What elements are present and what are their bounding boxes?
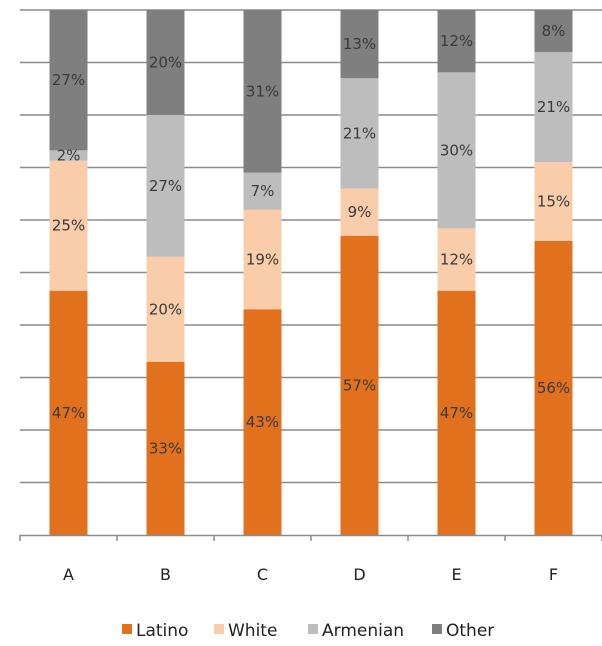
bar-segment-white-a xyxy=(49,160,88,291)
bar-segment-armenian-d xyxy=(340,78,379,189)
bar-segment-latino-d xyxy=(340,235,379,535)
x-axis: A B C D E F xyxy=(19,534,602,584)
data-label: 57% xyxy=(343,376,376,394)
bar-segment-white-c xyxy=(243,209,282,310)
legend-label-white: White xyxy=(228,621,277,641)
bar-segment-latino-a xyxy=(49,290,88,535)
x-tick-label: C xyxy=(257,565,268,584)
data-label: 19% xyxy=(246,250,279,268)
bar-segment-white-f xyxy=(534,162,573,241)
bar-segment-other-c xyxy=(243,10,282,173)
bar-segment-armenian-e xyxy=(437,72,476,229)
data-label: 33% xyxy=(149,439,182,457)
data-label: 13% xyxy=(343,35,376,53)
data-label: 20% xyxy=(149,300,182,318)
data-label: 12% xyxy=(440,251,473,269)
bar-segment-white-d xyxy=(340,188,379,236)
data-label: 15% xyxy=(537,193,570,211)
segment-labels: 47% 25% 2% 27% 33% 20% 27% 20% 43% 19% 7% 31% 57% 9% 2… xyxy=(52,22,570,457)
data-label: 7% xyxy=(251,182,275,200)
legend-swatch-latino xyxy=(122,624,132,634)
x-tick-label: B xyxy=(160,565,171,584)
data-label: 8% xyxy=(542,22,566,40)
data-label: 21% xyxy=(537,98,570,116)
bar-segment-armenian-b xyxy=(146,115,185,257)
x-tick-label: F xyxy=(549,565,558,584)
data-label: 27% xyxy=(52,71,85,89)
legend: Latino White Armenian Other xyxy=(122,621,494,641)
data-label: 9% xyxy=(348,203,372,221)
data-label: 12% xyxy=(440,32,473,50)
bar-segment-latino-e xyxy=(437,290,476,535)
legend-label-armenian: Armenian xyxy=(322,621,404,641)
data-label: 30% xyxy=(440,141,473,159)
bar-segment-other-b xyxy=(146,10,185,115)
data-label: 20% xyxy=(149,54,182,72)
legend-swatch-armenian xyxy=(308,624,318,634)
x-tick-label: A xyxy=(63,565,74,584)
data-label: 47% xyxy=(440,404,473,422)
data-label: 21% xyxy=(343,124,376,142)
data-label: 2% xyxy=(57,147,81,165)
bar-segment-latino-f xyxy=(534,241,573,535)
bar-segment-other-f xyxy=(534,10,573,52)
legend-label-latino: Latino xyxy=(136,621,188,641)
bar-segment-latino-b xyxy=(146,361,185,535)
bar-segment-latino-c xyxy=(243,309,282,535)
data-label: 47% xyxy=(52,404,85,422)
legend-swatch-other xyxy=(432,624,442,634)
data-label: 43% xyxy=(246,413,279,431)
x-tick-label: E xyxy=(451,565,461,584)
data-label: 27% xyxy=(149,177,182,195)
data-label: 25% xyxy=(52,217,85,235)
bars xyxy=(49,10,573,535)
bar-segment-white-b xyxy=(146,256,185,362)
bar-segment-armenian-a xyxy=(49,150,88,161)
legend-label-other: Other xyxy=(446,621,494,641)
data-label: 31% xyxy=(246,82,279,100)
bar-segment-other-a xyxy=(49,10,88,151)
data-label: 56% xyxy=(537,379,570,397)
x-tick-label: D xyxy=(353,565,365,584)
gridlines xyxy=(20,9,602,484)
bar-segment-armenian-f xyxy=(534,52,573,163)
legend-swatch-white xyxy=(214,624,224,634)
bar-segment-other-e xyxy=(437,10,476,73)
bar-segment-other-d xyxy=(340,10,379,79)
bar-segment-white-e xyxy=(437,228,476,291)
bar-segment-armenian-c xyxy=(243,172,282,210)
